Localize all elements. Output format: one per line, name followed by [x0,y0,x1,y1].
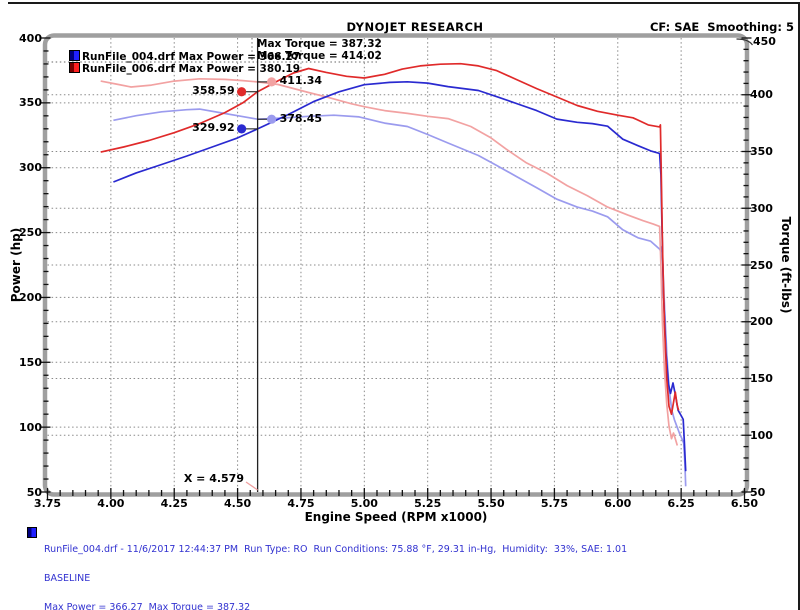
cursor-dot[interactable] [267,77,277,87]
curve-runfile-006-drf-power [100,62,680,416]
x-tick-label: 6.50 [730,497,759,510]
torque-tick-label: 250 [750,258,773,272]
run-summary-legend: RunFile_004.drf Max Power = 366.27 Max T… [47,38,382,75]
x-tick-label: 4.25 [160,497,188,510]
run1-details-swatch-icon [27,527,37,538]
power-tick-label: 400 [19,31,42,45]
run1-max-power-label: Max Power = 366.27 [178,51,301,63]
cursor-readout-value: 358.59 [192,84,235,98]
run2-max-power-label: Max Power = 380.19 [178,62,301,75]
torque-tick-label: 150 [750,372,773,385]
run-details-legend: RunFile_004.drf - 11/6/2017 12:44:37 PM … [27,525,627,610]
right-axis-title: Torque (ft-lbs) [779,216,793,314]
power-tick-label: 150 [19,355,42,369]
x-tick-label: 5.00 [350,497,378,510]
run1-max-torque-label: Max Torque = 387.32 [257,38,382,50]
run1-file-label: RunFile_004.drf [81,51,175,63]
x-tick-label: 4.75 [287,497,315,510]
x-tick-label: 6.25 [667,497,695,510]
power-tick-label: 250 [19,226,42,240]
run1-conditions-line: RunFile_004.drf - 11/6/2017 12:44:37 PM … [44,543,628,555]
power-tick-label: 300 [19,161,42,175]
cursor-dot[interactable] [267,114,277,124]
cursor-dot[interactable] [237,124,247,134]
run2-max-torque-label: Max Torque = 414.02 [257,49,382,62]
torque-tick-label: 350 [750,145,773,158]
x-tick-label: 3.75 [33,497,62,510]
cursor-label-leader [245,481,258,491]
torque-tick-label: 300 [750,201,773,215]
page-title: DYNOJET RESEARCH [346,20,484,34]
torque-tick-label: 200 [750,315,773,329]
cursor-x-readout[interactable]: X = 4.579 [183,472,244,485]
correction-smoothing-label: CF: SAE Smoothing: 5 [649,20,794,34]
x-tick-label: 6.00 [604,497,632,510]
cursor-readout-value: 329.92 [192,121,235,135]
run1-details: RunFile_004.drf - 11/6/2017 12:44:37 PM … [27,525,627,610]
x-tick-label: 4.50 [224,497,252,510]
curve-runfile-006-drf-torque [100,77,679,446]
power-tick-label: 200 [19,290,42,304]
curve-runfile-004-drf-power [113,80,687,472]
cursor-readout-value: 411.34 [279,74,323,88]
power-tick-label: 100 [19,420,42,434]
torque-tick-label: 400 [750,88,773,102]
torque-tick-label: 50 [750,485,766,499]
run-summary-row-baseline: RunFile_004.drf Max Power = 366.27 Max T… [47,38,382,63]
run2-file-label: RunFile_006.drf [81,62,175,75]
torque-tick-label: 450 [753,34,776,48]
x-tick-label: 5.75 [540,497,568,510]
torque-tick-label: 100 [750,428,773,442]
run1-max-line: Max Power = 366.27 Max Torque = 387.32 [44,602,251,610]
run1-color-swatch-icon [68,50,80,61]
cursor-readout-value: 378.45 [279,111,323,125]
run2-color-swatch-icon [68,61,80,73]
x-tick-label: 5.25 [414,497,442,510]
run-summary-row-modified: RunFile_006.drf Max Power = 380.19 Max T… [47,50,382,75]
x-tick-label: 5.50 [477,497,505,510]
x-tick-label: 4.00 [97,497,125,510]
cursor-dot[interactable] [237,87,247,97]
run1-note-line: BASELINE [44,572,91,584]
right-axis-top-callout [736,38,753,46]
power-tick-label: 350 [19,96,42,110]
power-tick-label: 50 [26,485,42,499]
x-axis-title: Engine Speed (RPM x1000) [304,510,488,524]
